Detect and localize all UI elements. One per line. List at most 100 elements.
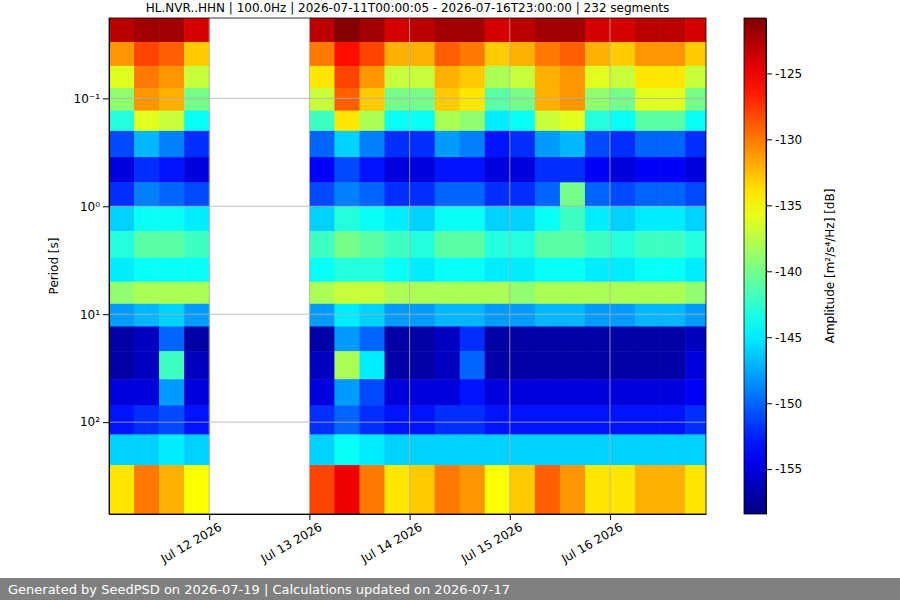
cell bbox=[510, 282, 536, 305]
cell bbox=[385, 157, 411, 183]
cell bbox=[410, 405, 436, 435]
cell bbox=[510, 258, 536, 282]
cell bbox=[660, 231, 686, 258]
cell bbox=[309, 304, 335, 327]
cell bbox=[334, 327, 360, 352]
cell bbox=[460, 42, 486, 66]
cell bbox=[585, 304, 611, 327]
cell bbox=[109, 379, 135, 406]
cell bbox=[385, 351, 411, 380]
cell bbox=[660, 131, 686, 158]
colorbar-tick-label: -155 bbox=[775, 462, 802, 476]
cell bbox=[685, 231, 706, 258]
cell bbox=[359, 258, 385, 282]
y-tick-mark bbox=[103, 422, 109, 423]
cell bbox=[334, 157, 360, 183]
cell bbox=[660, 434, 686, 465]
cell bbox=[535, 405, 561, 435]
colorbar-axis-line bbox=[766, 19, 767, 515]
cell bbox=[334, 465, 360, 514]
cell bbox=[134, 282, 160, 305]
cell bbox=[435, 465, 461, 514]
cell bbox=[134, 66, 160, 89]
cell bbox=[510, 351, 536, 380]
cell bbox=[635, 379, 661, 406]
cell bbox=[435, 282, 461, 305]
cell bbox=[560, 405, 586, 435]
cell bbox=[134, 351, 160, 380]
cell bbox=[585, 131, 611, 158]
cell bbox=[159, 66, 185, 89]
x-tick-label: Jul 14 2026 bbox=[358, 520, 425, 567]
cell bbox=[560, 206, 586, 231]
cell bbox=[134, 231, 160, 258]
cell bbox=[410, 42, 436, 66]
cell bbox=[109, 304, 135, 327]
cell bbox=[109, 157, 135, 183]
cell bbox=[134, 405, 160, 435]
cell bbox=[385, 405, 411, 435]
cell bbox=[359, 182, 385, 206]
x-tick-mark bbox=[410, 514, 411, 520]
cell bbox=[159, 304, 185, 327]
cell bbox=[460, 258, 486, 282]
cell bbox=[159, 258, 185, 282]
cell bbox=[309, 131, 335, 158]
cell bbox=[359, 111, 385, 132]
cell bbox=[460, 282, 486, 305]
cell bbox=[610, 131, 636, 158]
colorbar-tick-mark bbox=[766, 271, 772, 272]
x-tick: Jul 16 2026 bbox=[558, 514, 625, 566]
cell bbox=[359, 351, 385, 380]
cell bbox=[660, 258, 686, 282]
cell bbox=[435, 231, 461, 258]
cell bbox=[485, 304, 511, 327]
cell bbox=[460, 111, 486, 132]
cell bbox=[109, 42, 135, 66]
cell bbox=[560, 182, 586, 206]
cell bbox=[585, 157, 611, 183]
cell bbox=[635, 231, 661, 258]
cell bbox=[184, 434, 210, 465]
colorbar-tick-mark bbox=[766, 469, 772, 470]
cell bbox=[535, 351, 561, 380]
grid-line-y bbox=[109, 314, 706, 315]
cell bbox=[535, 258, 561, 282]
cell bbox=[610, 88, 636, 111]
cell bbox=[334, 42, 360, 66]
cell bbox=[585, 282, 611, 305]
cell bbox=[385, 88, 411, 111]
x-tick-mark bbox=[610, 514, 611, 520]
cell bbox=[435, 206, 461, 231]
cell bbox=[159, 465, 185, 514]
cell bbox=[460, 351, 486, 380]
cell bbox=[134, 258, 160, 282]
cell bbox=[385, 18, 411, 42]
cell bbox=[460, 327, 486, 352]
cell bbox=[685, 258, 706, 282]
cell bbox=[410, 379, 436, 406]
cell bbox=[460, 157, 486, 183]
cell bbox=[109, 88, 135, 111]
cell bbox=[109, 351, 135, 380]
cell bbox=[510, 327, 536, 352]
cell bbox=[560, 434, 586, 465]
cell bbox=[685, 379, 706, 406]
cell bbox=[610, 282, 636, 305]
cell bbox=[460, 206, 486, 231]
plot-frame bbox=[109, 18, 706, 514]
y-axis-title: Period [s] bbox=[47, 238, 61, 295]
cell bbox=[585, 351, 611, 380]
cell bbox=[685, 282, 706, 305]
cell bbox=[635, 131, 661, 158]
cell bbox=[159, 282, 185, 305]
cell bbox=[535, 18, 561, 42]
cell bbox=[485, 434, 511, 465]
cell bbox=[460, 304, 486, 327]
cell bbox=[134, 42, 160, 66]
cell bbox=[660, 351, 686, 380]
cell bbox=[635, 405, 661, 435]
cell bbox=[435, 157, 461, 183]
cell bbox=[309, 66, 335, 89]
grid-line-x bbox=[209, 18, 210, 514]
